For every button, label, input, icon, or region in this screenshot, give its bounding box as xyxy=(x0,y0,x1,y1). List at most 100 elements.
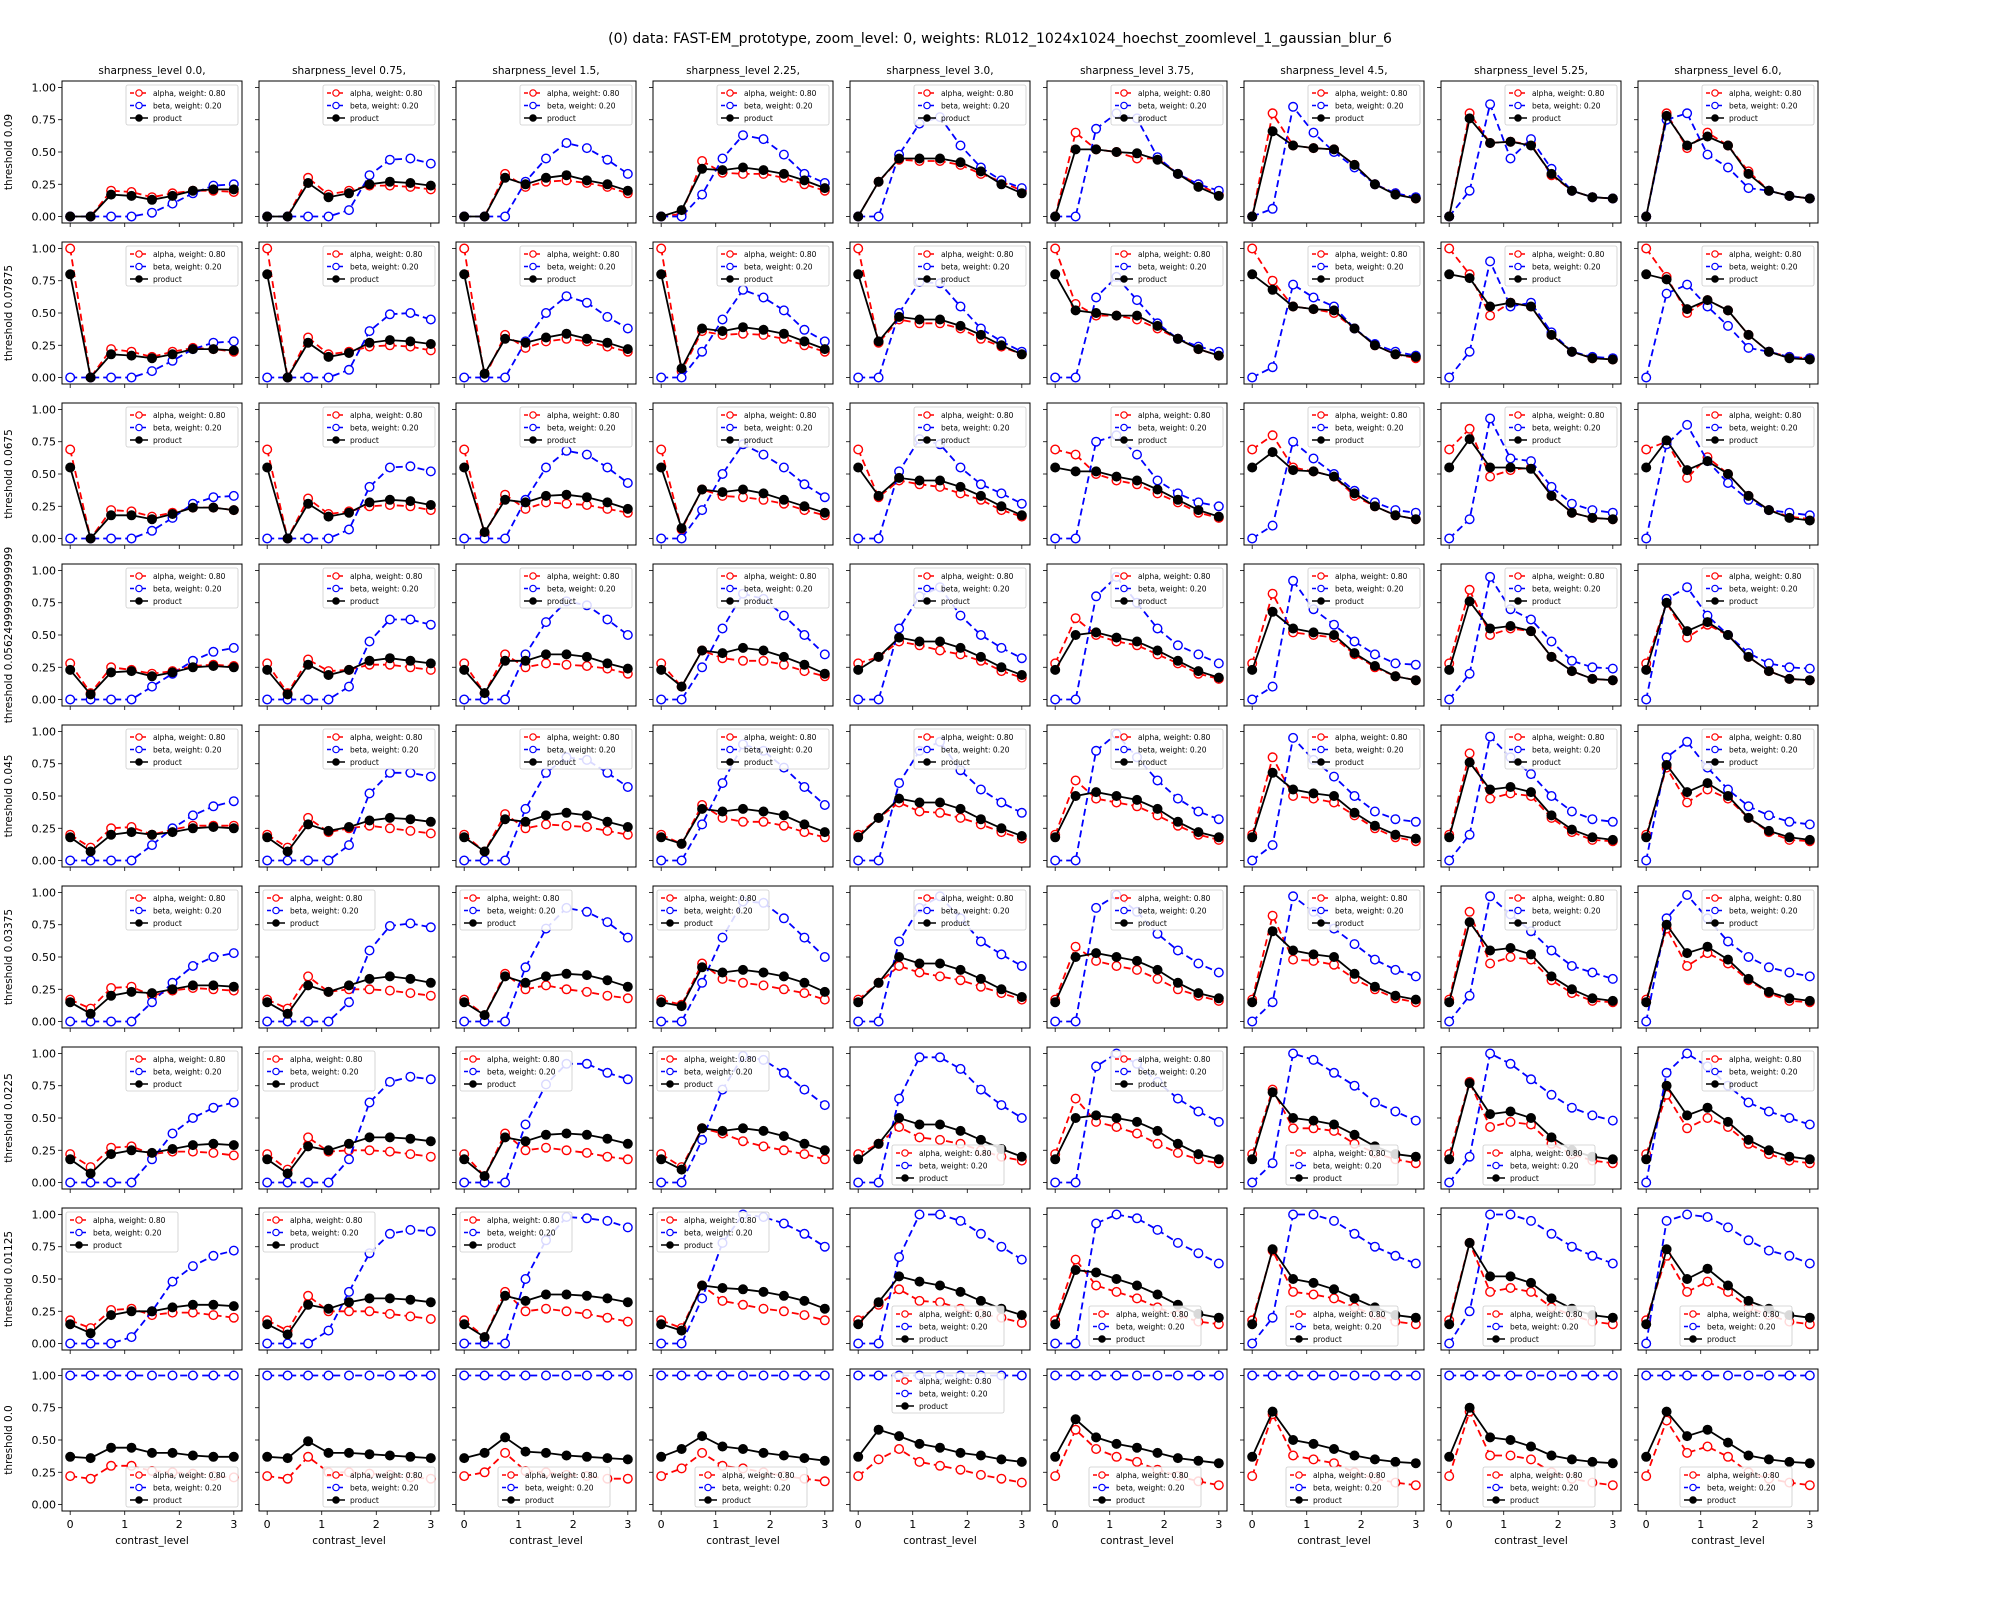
legend-alpha-marker xyxy=(1689,1310,1697,1318)
product-point xyxy=(914,958,925,969)
legend-box xyxy=(1504,245,1618,287)
beta-point xyxy=(228,336,239,347)
beta-point xyxy=(894,623,905,634)
beta-point xyxy=(1050,1177,1061,1188)
product-point xyxy=(1485,1109,1496,1120)
legend-product-marker xyxy=(901,1174,909,1182)
product-point xyxy=(187,502,198,513)
axes-frame xyxy=(61,80,243,224)
axes-frame xyxy=(1046,724,1228,868)
alpha-point xyxy=(1288,1123,1299,1134)
legend-product-marker xyxy=(135,1496,143,1504)
product-point xyxy=(656,211,667,222)
beta-point xyxy=(282,1177,293,1188)
alpha-point xyxy=(799,1310,810,1321)
product-point xyxy=(955,157,966,168)
beta-point xyxy=(1193,958,1204,969)
product-point xyxy=(1016,831,1027,842)
product-point xyxy=(819,183,830,194)
product-point xyxy=(1369,661,1380,672)
legend-alpha-marker xyxy=(1120,1055,1128,1063)
x-tick-label: 2 xyxy=(570,1518,577,1531)
product-point xyxy=(581,1129,592,1140)
product-point xyxy=(459,211,470,222)
product-point xyxy=(1641,269,1652,280)
legend-label: alpha, weight: 0.80 xyxy=(1532,250,1605,259)
beta-point xyxy=(819,952,830,963)
axes-frame xyxy=(1637,1207,1819,1351)
product-point xyxy=(622,1297,633,1308)
product-point xyxy=(1091,627,1102,638)
product-point xyxy=(819,1145,830,1156)
legend-label: beta, weight: 0.20 xyxy=(1532,263,1601,272)
product-point xyxy=(1308,627,1319,638)
product-point xyxy=(819,344,830,355)
product-point xyxy=(1743,812,1754,823)
legend-alpha-marker xyxy=(332,411,340,419)
beta-point xyxy=(146,997,157,1008)
product-point xyxy=(1152,964,1163,975)
beta-point xyxy=(106,372,117,383)
legend-beta-marker xyxy=(923,584,931,593)
product-point xyxy=(1328,1443,1339,1454)
legend-label: product xyxy=(941,436,970,445)
product-point xyxy=(85,372,96,383)
product-point xyxy=(1247,664,1258,675)
product-point xyxy=(323,670,334,681)
beta-point xyxy=(697,346,708,357)
alpha-point xyxy=(955,812,966,823)
column-title: sharpness_level 3.0, xyxy=(886,65,993,77)
product-point xyxy=(1525,787,1536,798)
product-point xyxy=(1247,462,1258,473)
beta-point xyxy=(1566,1370,1577,1381)
product-point xyxy=(1566,507,1577,518)
beta-point xyxy=(1444,1338,1455,1349)
product-point xyxy=(262,462,273,473)
legend-label: beta, weight: 0.20 xyxy=(1116,1323,1185,1332)
product-point xyxy=(738,1123,749,1134)
legend-alpha-marker xyxy=(529,572,537,580)
legend-alpha-marker xyxy=(529,89,537,97)
product-point xyxy=(228,1140,239,1151)
product-point xyxy=(1444,211,1455,222)
legend-alpha-marker xyxy=(529,411,537,419)
product-point xyxy=(1804,675,1815,686)
product-point xyxy=(1267,606,1278,617)
legend-label: alpha, weight: 0.80 xyxy=(1313,1471,1386,1480)
legend-alpha-marker xyxy=(1492,1310,1500,1318)
product-point xyxy=(541,1289,552,1300)
beta-point xyxy=(914,1052,925,1063)
product-point xyxy=(1390,990,1401,1001)
legend-label: product xyxy=(1707,1496,1736,1505)
legend-label: beta, weight: 0.20 xyxy=(487,907,556,916)
product-point xyxy=(282,1453,293,1464)
legend-label: beta, weight: 0.20 xyxy=(722,1484,791,1493)
product-point xyxy=(935,636,946,647)
beta-point xyxy=(622,1074,633,1085)
beta-point xyxy=(717,623,728,634)
product-point xyxy=(602,1453,613,1464)
y-tick-label: 0.75 xyxy=(32,758,57,771)
axes-frame xyxy=(455,1368,637,1512)
legend-box xyxy=(913,567,1027,609)
legend-beta-marker xyxy=(1711,745,1719,754)
beta-point xyxy=(676,1177,687,1188)
legend-product-marker xyxy=(1514,758,1522,766)
product-point xyxy=(996,823,1007,834)
beta-point xyxy=(1328,1067,1339,1078)
product-point xyxy=(167,190,178,201)
beta-point xyxy=(208,646,219,657)
legend-beta-marker xyxy=(135,101,143,110)
beta-point xyxy=(364,945,375,956)
x-tick-label: 3 xyxy=(1018,1518,1025,1531)
beta-line xyxy=(1055,275,1220,379)
alpha-point xyxy=(894,1443,905,1454)
product-point xyxy=(1213,832,1224,843)
product-point xyxy=(1682,948,1693,959)
